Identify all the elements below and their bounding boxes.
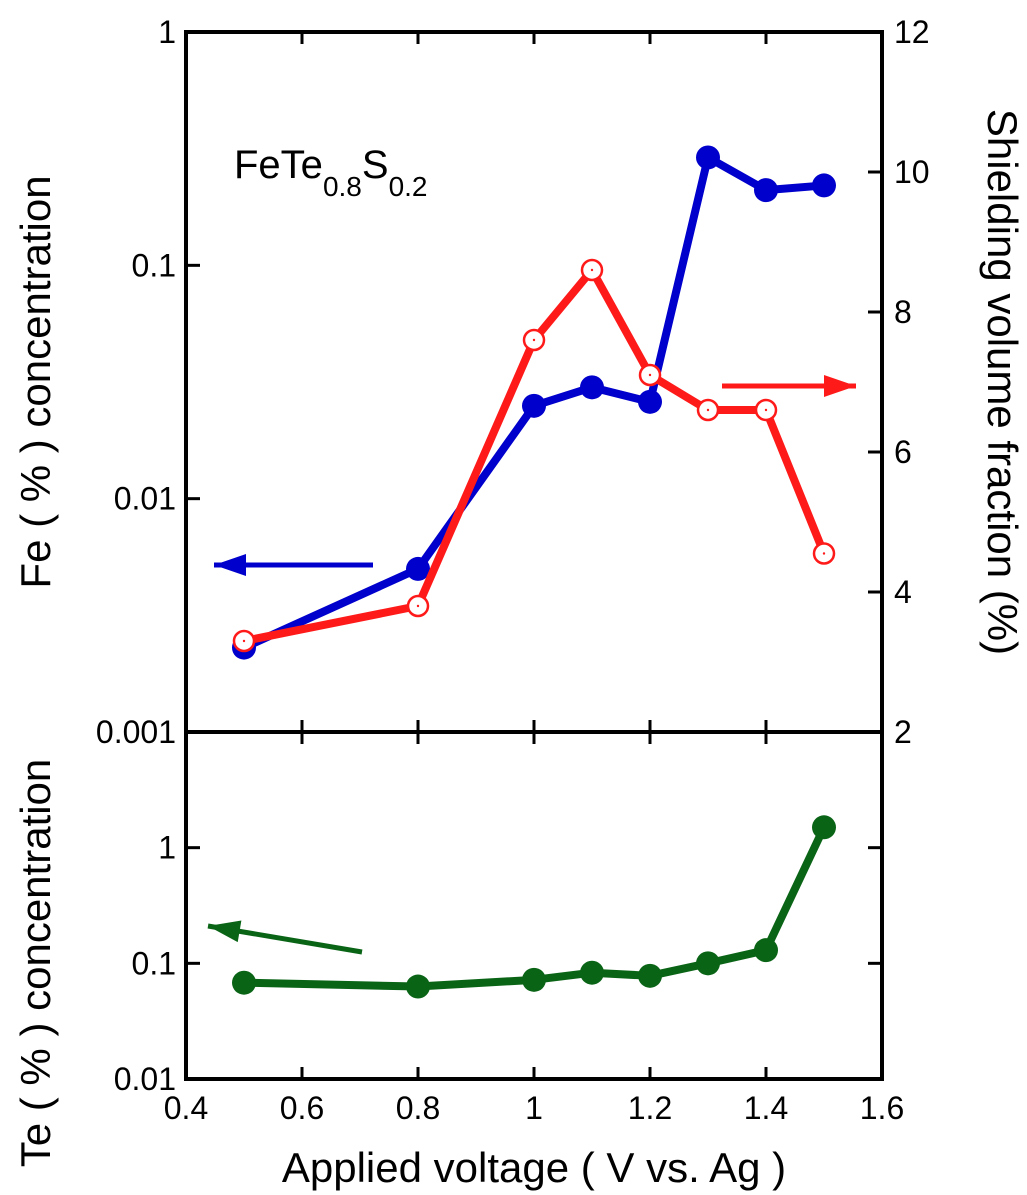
bottom-left-axis-title: Te ( % ) concentration bbox=[12, 759, 59, 1168]
data-point-te bbox=[406, 974, 430, 999]
top-right-axis-title: Shielding volume fraction (%) bbox=[979, 109, 1026, 655]
data-point-fe bbox=[812, 173, 836, 198]
bottom-left-y-tick-label: 1 bbox=[158, 830, 176, 866]
axis-arrows bbox=[207, 375, 856, 955]
data-point-center-shield bbox=[590, 268, 594, 272]
data-point-fe bbox=[522, 393, 546, 418]
top-right-y-tick-label: 4 bbox=[894, 574, 912, 610]
data-point-center-shield bbox=[764, 408, 768, 412]
x-tick-label: 0.8 bbox=[396, 1090, 440, 1126]
top-right-y-tick-label: 6 bbox=[894, 434, 912, 470]
data-point-te bbox=[696, 951, 720, 976]
bottom-left-y-tick-label: 0.01 bbox=[114, 1061, 176, 1097]
axis-tick-labels: 0.4 0.6 0.8 1 1.2 1.4 1.6 1 0.1 0.01 0.001 12 10 8 6 4 2… bbox=[96, 14, 930, 1126]
shield-axis-arrow-head bbox=[824, 375, 856, 397]
top-right-y-tick-label: 12 bbox=[894, 14, 930, 50]
top-left-y-tick-label: 0.001 bbox=[96, 714, 176, 750]
data-point-fe bbox=[580, 375, 604, 400]
bottom-panel-frame bbox=[184, 730, 884, 1081]
data-point-center-shield bbox=[706, 408, 710, 412]
data-point-fe bbox=[406, 556, 430, 581]
data-point-te bbox=[522, 967, 546, 992]
top-right-y-tick-label: 10 bbox=[894, 154, 930, 190]
top-left-axis-title: Fe ( % ) concentration bbox=[12, 175, 59, 588]
data-point-fe bbox=[754, 178, 778, 203]
data-point-fe bbox=[638, 389, 662, 414]
x-tick-label: 0.4 bbox=[164, 1090, 208, 1126]
series-line-shield bbox=[243, 266, 828, 645]
x-tick-label: 1 bbox=[525, 1090, 543, 1126]
sample-label-base: FeTe bbox=[234, 143, 323, 187]
bottom-left-y-tick-label: 0.1 bbox=[132, 945, 176, 981]
sample-label-mid: S bbox=[362, 143, 389, 187]
top-left-y-tick-label: 1 bbox=[158, 14, 176, 50]
data-point-center-shield bbox=[822, 552, 826, 555]
x-axis-title: Applied voltage ( V vs. Ag ) bbox=[282, 1144, 786, 1191]
x-tick-label: 1.4 bbox=[744, 1090, 788, 1126]
data-point-center-shield bbox=[416, 604, 420, 608]
top-right-y-tick-label: 8 bbox=[894, 294, 912, 330]
data-point-te bbox=[580, 960, 604, 985]
top-right-y-tick-label: 2 bbox=[894, 714, 912, 750]
data-point-fe bbox=[696, 145, 720, 170]
data-point-center-shield bbox=[648, 373, 652, 377]
series-line-te bbox=[243, 825, 828, 991]
data-point-te bbox=[754, 938, 778, 963]
bottom-plot-area bbox=[184, 730, 884, 1081]
sample-label-sub2: 0.2 bbox=[389, 171, 428, 202]
data-point-te bbox=[232, 970, 256, 995]
x-tick-label: 1.6 bbox=[860, 1090, 904, 1126]
axis-ticks bbox=[184, 30, 884, 1081]
top-left-y-tick-label: 0.01 bbox=[114, 481, 176, 517]
fe-axis-arrow-head bbox=[214, 554, 246, 576]
x-tick-label: 1.2 bbox=[628, 1090, 672, 1126]
data-point-te bbox=[638, 963, 662, 988]
sample-label-sub1: 0.8 bbox=[323, 171, 362, 202]
data-point-center-shield bbox=[242, 639, 246, 643]
sample-label: FeTe0.8S0.2 bbox=[234, 143, 428, 202]
x-tick-label: 0.6 bbox=[280, 1090, 324, 1126]
data-point-center-shield bbox=[532, 338, 536, 342]
top-left-y-tick-label: 0.1 bbox=[132, 247, 176, 283]
data-point-te bbox=[812, 815, 836, 840]
data-series bbox=[232, 145, 836, 999]
te-axis-arrow-head bbox=[208, 920, 242, 943]
